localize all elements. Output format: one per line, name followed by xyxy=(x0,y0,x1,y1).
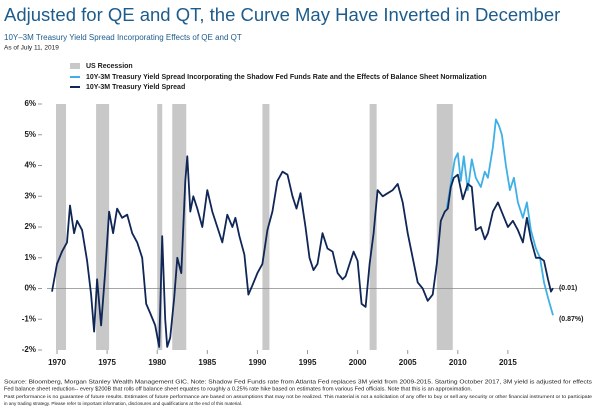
x-tick-label: 1975 xyxy=(98,358,116,367)
y-tick-label: 3% xyxy=(24,191,36,200)
recession-band xyxy=(56,104,67,350)
y-tick-label: 1% xyxy=(24,253,36,262)
y-tick-label: 2% xyxy=(24,222,36,231)
x-tick-label: 1995 xyxy=(299,358,317,367)
series-line xyxy=(51,155,554,348)
y-tick-label: 6% xyxy=(24,99,36,108)
legend-label: US Recession xyxy=(86,63,133,70)
x-tick-label: 2015 xyxy=(499,358,517,367)
y-tick-label: -1% xyxy=(22,314,36,323)
y-tick-label: 4% xyxy=(24,161,36,170)
x-tick-label: 2005 xyxy=(399,358,417,367)
y-tick-label: 0% xyxy=(24,284,36,293)
legend-label: 10Y-3M Treasury Yield Spread Incorporati… xyxy=(86,74,487,81)
x-tick-label: 1970 xyxy=(48,358,66,367)
y-tick-label: -2% xyxy=(22,345,36,354)
source-note: Source: Bloomberg, Morgan Stanley Wealth… xyxy=(4,379,592,385)
series-line xyxy=(445,118,554,316)
x-tick-label: 1980 xyxy=(148,358,166,367)
disclaimer: Past performance is no guarantee of futu… xyxy=(4,394,593,399)
recession-band xyxy=(262,104,270,350)
legend-label: 10Y-3M Treasury Yield Spread xyxy=(86,84,185,91)
x-tick-label: 1985 xyxy=(198,358,216,367)
date-note: As of July 11, 2019 xyxy=(4,45,59,52)
annotation: (0.87%) xyxy=(559,316,584,323)
x-tick-label: 2010 xyxy=(449,358,467,367)
recession-band xyxy=(369,104,377,350)
disclaimer: in any trading strategy. Please refer to… xyxy=(4,401,242,406)
chart-title: Adjusted for QE and QT, the Curve May Ha… xyxy=(4,4,560,25)
source-note: Fed balance sheet reduction-- every $200… xyxy=(4,386,473,392)
recession-band xyxy=(436,104,453,350)
annotation: (0.01) xyxy=(559,285,577,292)
legend-swatch xyxy=(70,63,80,69)
x-tick-label: 2000 xyxy=(349,358,367,367)
x-tick-label: 1990 xyxy=(249,358,267,367)
recession-band xyxy=(157,104,163,350)
y-tick-label: 5% xyxy=(24,130,36,139)
chart-subtitle: 10Y–3M Treasury Yield Spread Incorporati… xyxy=(4,33,242,42)
